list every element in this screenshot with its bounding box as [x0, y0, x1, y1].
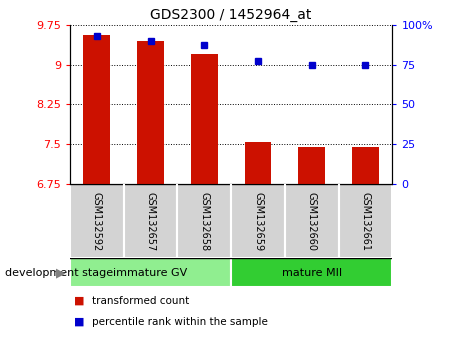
Bar: [191, 54, 218, 184]
Text: percentile rank within the sample: percentile rank within the sample: [92, 317, 268, 327]
Text: immature GV: immature GV: [113, 268, 188, 278]
Text: ■: ■: [74, 296, 85, 306]
Bar: [244, 142, 272, 184]
Bar: [285, 184, 339, 258]
Bar: [137, 41, 164, 184]
Bar: [339, 184, 392, 258]
Text: GSM132659: GSM132659: [253, 192, 263, 251]
Text: GSM132660: GSM132660: [307, 192, 317, 251]
Bar: [83, 35, 110, 184]
Text: development stage: development stage: [5, 268, 113, 278]
Bar: [231, 258, 392, 287]
Text: GSM132592: GSM132592: [92, 192, 102, 251]
Bar: [124, 184, 177, 258]
Bar: [70, 184, 124, 258]
Bar: [352, 147, 379, 184]
Bar: [70, 258, 231, 287]
Text: ■: ■: [74, 317, 85, 327]
Text: transformed count: transformed count: [92, 296, 190, 306]
Title: GDS2300 / 1452964_at: GDS2300 / 1452964_at: [151, 8, 312, 22]
Text: mature MII: mature MII: [282, 268, 342, 278]
Bar: [231, 184, 285, 258]
Bar: [177, 184, 231, 258]
Bar: [298, 147, 325, 184]
Text: GSM132658: GSM132658: [199, 192, 209, 251]
Text: ▶: ▶: [56, 266, 66, 279]
Text: GSM132657: GSM132657: [146, 192, 156, 251]
Text: GSM132661: GSM132661: [360, 192, 371, 251]
